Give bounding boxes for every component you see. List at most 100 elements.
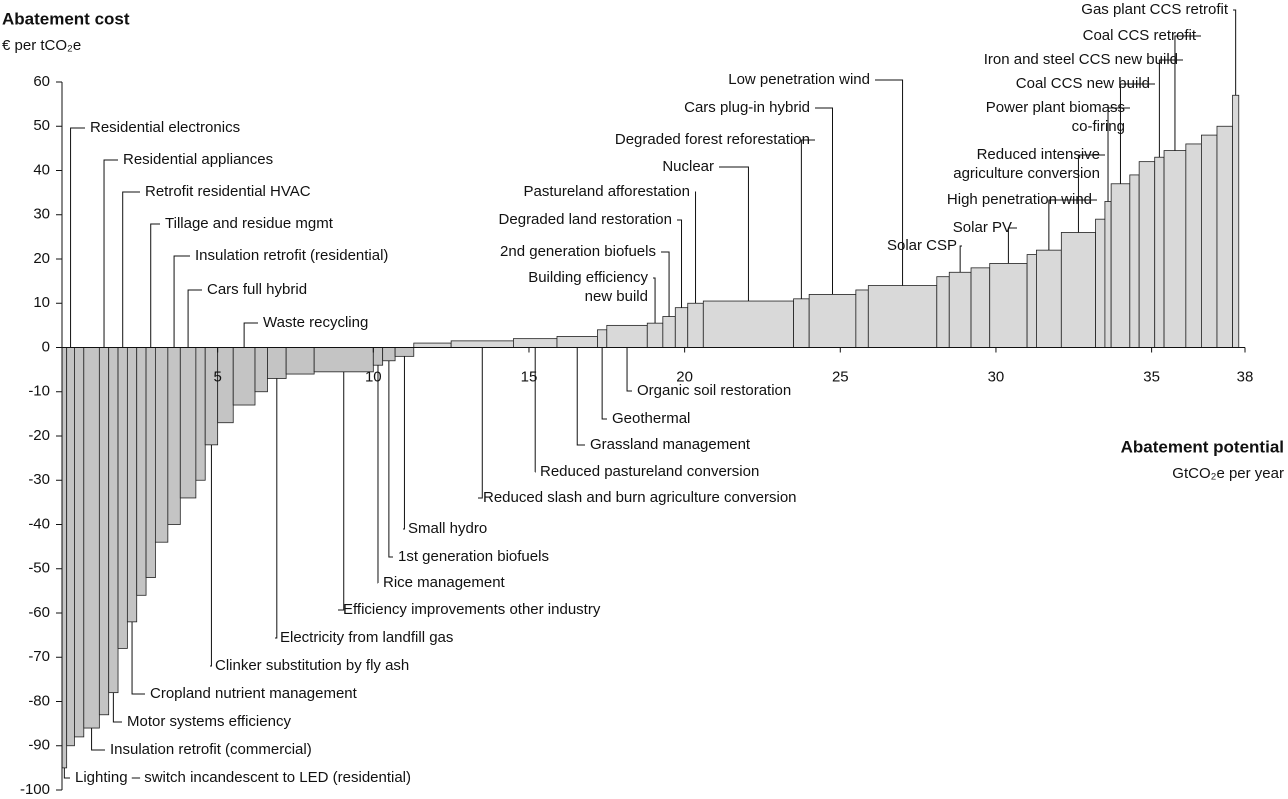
y-tick-label: 60	[33, 73, 50, 90]
bar-label: Iron and steel CCS new build	[984, 51, 1178, 68]
bar	[232, 347, 256, 406]
bar-label: Cars full hybrid	[207, 281, 307, 298]
bar	[98, 347, 110, 716]
leader-line	[661, 251, 670, 317]
bar	[646, 322, 664, 348]
bar	[1110, 183, 1131, 348]
bar	[1185, 143, 1202, 348]
bar	[145, 347, 156, 579]
leader-line	[173, 255, 190, 348]
bar-label: Reduced intensive agriculture conversion	[953, 146, 1100, 182]
bar	[179, 347, 197, 499]
bar	[108, 347, 119, 694]
bar-label: Electricity from landfill gas	[280, 629, 453, 646]
y-tick-label: -10	[28, 383, 50, 400]
bar	[195, 347, 206, 481]
y-tick-label: -30	[28, 471, 50, 488]
y-tick-label: 40	[33, 161, 50, 178]
leader-line	[70, 127, 85, 348]
bar-label: Geothermal	[612, 410, 690, 427]
bar-label: Coal CCS new build	[1016, 75, 1150, 92]
leader-line	[243, 322, 258, 348]
leader-line	[1048, 199, 1097, 251]
bar-label: Pastureland afforestation	[523, 183, 690, 200]
leader-line	[959, 245, 962, 273]
leader-line	[1007, 227, 1017, 264]
y-tick-label: -20	[28, 427, 50, 444]
leader-line	[1119, 83, 1155, 184]
bar-label: Lighting – switch incandescent to LED (r…	[75, 769, 411, 786]
bar-label: Rice management	[383, 574, 506, 591]
bar	[1138, 161, 1156, 348]
leader-line	[131, 621, 145, 695]
y-tick-label: -60	[28, 604, 50, 621]
bar	[867, 285, 938, 348]
x-tick-label: 5	[213, 368, 221, 385]
bar	[606, 324, 648, 348]
bar-label: Building efficiency new build	[528, 269, 648, 305]
x-axis-label: Abatement potential	[1121, 437, 1284, 456]
leader-line	[1107, 107, 1130, 202]
bar-label: Insulation retrofit (residential)	[195, 247, 388, 264]
y-tick-label: 50	[33, 117, 50, 134]
leader-line	[815, 107, 834, 295]
bar	[793, 298, 810, 348]
y-tick-label: 20	[33, 250, 50, 267]
bar	[1036, 249, 1062, 348]
x-tick-label: 38	[1237, 368, 1254, 385]
bar	[513, 338, 558, 348]
y-tick-label: -80	[28, 692, 50, 709]
bar	[382, 347, 396, 362]
bar-label: Efficiency improvements other industry	[343, 601, 601, 618]
leader-line	[800, 139, 815, 299]
leader-line	[275, 378, 278, 639]
y-tick-label: -90	[28, 737, 50, 754]
bar-label: Low penetration wind	[728, 71, 870, 88]
y-tick-label: 0	[42, 338, 50, 355]
bar-label: Reduced pastureland conversion	[540, 463, 759, 480]
bar	[204, 347, 219, 446]
bar-label: Tillage and residue mgmt	[165, 215, 334, 232]
bar-label: Power plant biomass co-firing	[986, 99, 1125, 135]
bar-label: Solar PV	[953, 219, 1012, 236]
bar	[285, 347, 315, 375]
bar	[154, 347, 169, 543]
bar	[117, 347, 128, 649]
bar-label: Grassland management	[590, 436, 751, 453]
leader-line	[403, 356, 405, 530]
bar-label: Nuclear	[662, 158, 714, 175]
chart-title: Abatement cost	[2, 9, 130, 28]
bar-label: Gas plant CCS retrofit	[1081, 1, 1229, 18]
y-tick-label: -100	[20, 781, 50, 798]
bar-label: Small hydro	[408, 520, 487, 537]
bar-label: Solar CSP	[887, 237, 957, 254]
bar	[254, 347, 268, 393]
bar	[1154, 156, 1165, 348]
leader-line	[103, 159, 118, 348]
y-tick-label: -70	[28, 648, 50, 665]
leader-line	[112, 692, 122, 723]
bar	[1201, 134, 1218, 348]
leader-line	[150, 223, 160, 348]
bar-label: Insulation retrofit (commercial)	[110, 741, 312, 758]
y-tick-label: -50	[28, 560, 50, 577]
x-tick-label: 15	[521, 368, 538, 385]
bar	[136, 347, 147, 596]
bar-label: Cropland nutrient management	[150, 685, 358, 702]
bar-label: High penetration wind	[947, 191, 1092, 208]
bar-label: Retrofit residential HVAC	[145, 183, 311, 200]
bar	[267, 347, 287, 379]
leader-line	[210, 444, 212, 667]
leader-line	[63, 767, 70, 779]
bar	[1216, 125, 1233, 348]
y-tick-label: 30	[33, 206, 50, 223]
leader-line	[601, 347, 607, 420]
leader-line	[653, 277, 656, 324]
leader-line	[677, 219, 683, 308]
bar-label: Clinker substitution by fly ash	[215, 657, 409, 674]
leader-line	[122, 191, 140, 348]
bar	[313, 347, 374, 373]
bar	[450, 340, 514, 348]
